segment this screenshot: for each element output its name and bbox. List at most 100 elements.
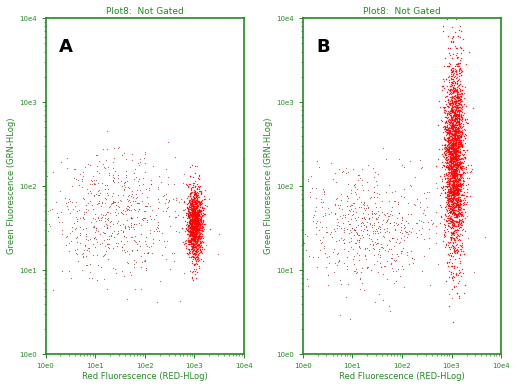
- Point: [454, 93, 462, 99]
- Point: [323, 254, 331, 260]
- Point: [375, 229, 384, 236]
- Point: [362, 256, 371, 262]
- Point: [456, 88, 464, 94]
- Point: [334, 250, 342, 256]
- Point: [451, 178, 460, 184]
- Point: [408, 255, 416, 261]
- Point: [448, 145, 456, 151]
- Point: [432, 180, 440, 186]
- Point: [450, 167, 458, 173]
- Point: [450, 112, 458, 118]
- Point: [191, 204, 200, 210]
- Point: [99, 164, 108, 170]
- Point: [451, 237, 459, 243]
- Point: [454, 183, 462, 189]
- Point: [92, 234, 100, 240]
- Point: [191, 191, 199, 197]
- Point: [320, 245, 328, 251]
- Point: [442, 128, 450, 135]
- Point: [450, 89, 458, 95]
- Point: [358, 187, 367, 193]
- Point: [448, 130, 456, 137]
- Point: [197, 213, 206, 219]
- Point: [398, 215, 406, 221]
- Point: [123, 296, 131, 302]
- Point: [447, 67, 455, 73]
- Point: [79, 226, 87, 232]
- Point: [191, 221, 200, 227]
- Point: [320, 189, 328, 195]
- Point: [184, 237, 192, 244]
- Point: [195, 223, 203, 230]
- Point: [457, 133, 465, 140]
- Point: [450, 110, 459, 116]
- Point: [191, 229, 199, 235]
- Point: [447, 225, 455, 231]
- Point: [459, 192, 467, 198]
- Point: [192, 185, 201, 191]
- Point: [192, 226, 201, 232]
- Point: [123, 205, 131, 211]
- Point: [444, 97, 452, 103]
- Point: [440, 123, 449, 130]
- Point: [451, 126, 460, 132]
- Point: [451, 136, 459, 142]
- Point: [453, 178, 462, 184]
- Point: [442, 242, 450, 248]
- Point: [449, 78, 458, 85]
- Point: [448, 122, 456, 128]
- Point: [193, 223, 201, 229]
- Point: [451, 111, 460, 118]
- Point: [445, 135, 453, 142]
- Point: [90, 177, 98, 184]
- Point: [325, 260, 333, 266]
- Point: [187, 198, 195, 204]
- Point: [190, 209, 198, 215]
- Point: [194, 206, 203, 213]
- Point: [457, 128, 465, 134]
- Point: [175, 229, 183, 235]
- Point: [191, 219, 200, 225]
- Point: [393, 236, 401, 242]
- Point: [189, 240, 197, 246]
- Point: [447, 163, 455, 169]
- Point: [453, 189, 461, 195]
- Point: [455, 121, 463, 127]
- Point: [82, 233, 90, 239]
- Point: [191, 235, 199, 241]
- Point: [448, 102, 456, 108]
- Point: [196, 199, 204, 205]
- Point: [455, 216, 463, 222]
- Point: [356, 245, 364, 251]
- Point: [449, 121, 458, 128]
- Point: [454, 128, 463, 134]
- Point: [398, 214, 406, 220]
- Point: [451, 68, 460, 74]
- Point: [189, 234, 197, 240]
- Point: [450, 113, 458, 119]
- Point: [448, 103, 456, 109]
- Point: [453, 189, 461, 195]
- Point: [195, 208, 204, 214]
- Point: [448, 164, 457, 170]
- Point: [114, 228, 122, 234]
- Point: [193, 197, 201, 203]
- Point: [437, 184, 445, 190]
- Point: [194, 233, 203, 239]
- Point: [141, 168, 149, 175]
- Point: [446, 156, 454, 162]
- Point: [446, 61, 454, 67]
- Point: [111, 209, 119, 215]
- Point: [185, 222, 193, 228]
- Point: [450, 168, 458, 175]
- Point: [192, 260, 201, 267]
- Point: [458, 104, 466, 110]
- Point: [453, 118, 462, 125]
- Point: [455, 137, 463, 143]
- Point: [449, 136, 458, 142]
- Point: [350, 227, 358, 234]
- Point: [349, 268, 358, 274]
- Point: [182, 225, 190, 231]
- Point: [448, 192, 457, 199]
- Point: [453, 128, 461, 134]
